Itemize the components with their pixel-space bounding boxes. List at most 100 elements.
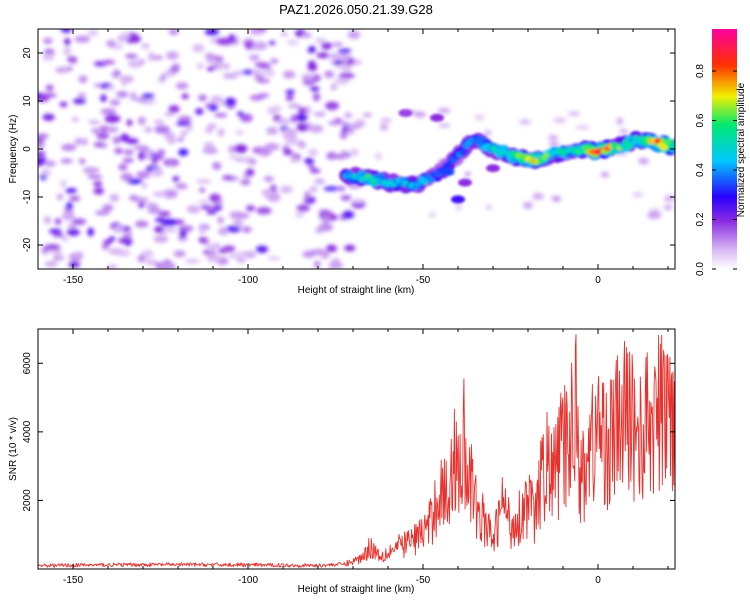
heatmap-noise-blob [54, 218, 62, 225]
x-tick-label: 0 [595, 575, 601, 586]
heatmap-noise-blob [60, 29, 72, 33]
colorbar: 0.0 0.2 0.4 0.6 0.8 Normalized spectral ampl… [695, 29, 747, 276]
heatmap-noise-blob [45, 84, 54, 92]
y-tick-label: 2000 [22, 489, 33, 512]
colorbar-tick-label: 0.4 [695, 163, 706, 177]
heatmap-noise-blob [137, 116, 146, 126]
heatmap-noise-blob [38, 133, 49, 139]
heatmap-noise-blob [108, 236, 116, 242]
heatmap-noise-blob [210, 95, 223, 103]
heatmap-noise-blob [184, 258, 201, 265]
heatmap-noise-blob [551, 195, 561, 202]
heatmap-noise-blob [203, 141, 215, 150]
heatmap-noise-blob [181, 93, 189, 100]
heatmap-noise-blob [154, 217, 166, 223]
colorbar-label: Normalized spectral amplitude [736, 82, 747, 217]
snr-series-line [38, 334, 675, 568]
heatmap-noise-blob [73, 251, 84, 257]
heatmap-noise-blob [67, 224, 77, 229]
heatmap-noise-blob [237, 111, 244, 117]
colorbar-gradient [712, 29, 737, 269]
heatmap-noise-blob [38, 141, 45, 149]
chart-title: PAZ1.2026.050.21.39.G28 [279, 2, 433, 17]
heatmap-noise-blob [229, 154, 239, 160]
heatmap-noise-blob [310, 168, 321, 174]
heatmap-noise-blob [285, 94, 294, 101]
heatmap-noise-blob [212, 243, 221, 249]
heatmap-noise-blob [638, 157, 649, 165]
snr-frame [37, 328, 676, 570]
heatmap-noise-blob [103, 239, 112, 245]
heatmap-noise-blob [172, 176, 180, 182]
heatmap-noise-blob [267, 256, 281, 261]
heatmap-signal-layer [339, 109, 675, 204]
heatmap-noise-blob [108, 126, 119, 133]
heatmap-noise-blob [61, 143, 77, 151]
heatmap-noise-blob [413, 111, 426, 118]
heatmap-noise-blob [313, 260, 321, 268]
heatmap-noise-blob [79, 158, 86, 165]
heatmap-noise-blob [179, 229, 187, 239]
heatmap-noise-blob [141, 249, 154, 259]
heatmap-noise-blob [81, 137, 89, 146]
heatmap-signal-cell [619, 143, 627, 150]
heatmap-signal-cell [503, 149, 511, 156]
heatmap-noise-blob [342, 54, 350, 62]
y-tick-label: -10 [22, 189, 33, 204]
y-tick-label: -20 [22, 237, 33, 252]
heatmap-noise-blob [87, 227, 94, 237]
heatmap-noise-blob [72, 218, 87, 225]
heatmap-noise-blob [331, 257, 341, 264]
heatmap-noise-blob [222, 175, 234, 181]
heatmap-noise-blob [304, 157, 315, 165]
x-tick-label: -150 [63, 575, 83, 586]
heatmap-noise-blob [663, 194, 675, 203]
heatmap-noise-blob [244, 251, 257, 259]
heatmap-noise-blob [66, 202, 73, 210]
heatmap-noise-blob [249, 29, 265, 35]
heatmap-noise-blob [548, 141, 560, 147]
heatmap-noise-blob [296, 123, 309, 132]
heatmap-noise-blob [134, 220, 149, 228]
heatmap-noise-blob [59, 101, 68, 108]
heatmap-noise-blob [44, 160, 56, 167]
heatmap-noise-blob [135, 97, 149, 103]
heatmap-noise-blob [304, 190, 311, 200]
heatmap-noise-blob [224, 97, 237, 106]
heatmap-noise-blob [176, 120, 192, 126]
heatmap-noise-blob [157, 210, 171, 217]
x-tick-label: -50 [416, 275, 431, 286]
heatmap-noise-blob [133, 145, 150, 151]
x-tick-label: 0 [595, 275, 601, 286]
heatmap-noise-blob [222, 245, 236, 253]
heatmap-noise-blob [233, 218, 244, 228]
heatmap-noise-blob [197, 199, 210, 204]
heatmap-noise-blob [83, 166, 98, 175]
heatmap-noise-blob [216, 37, 232, 46]
heatmap-signal-cell [449, 157, 457, 163]
heatmap-noise-blob [208, 105, 218, 111]
snr-y-label: SNR (10 * v/v) [8, 417, 19, 481]
heatmap-noise-blob [192, 43, 205, 53]
heatmap-noise-blob [287, 39, 299, 46]
heatmap-noise-blob [216, 62, 229, 69]
heatmap-noise-blob [141, 43, 150, 50]
heatmap-noise-blob [575, 125, 590, 130]
heatmap-noise-blob [295, 212, 304, 218]
heatmap-noise-blob [240, 179, 251, 186]
heatmap-noise-blob [236, 256, 246, 263]
heatmap-signal-cell [581, 144, 589, 151]
heatmap-noise-layer [38, 29, 675, 269]
heatmap-noise-blob [154, 125, 170, 134]
heatmap-noise-blob [48, 228, 62, 234]
heatmap-noise-blob [141, 182, 148, 189]
heatmap-noise-blob [532, 192, 544, 200]
heatmap-noise-blob [225, 225, 241, 233]
heatmap-noise-blob [112, 136, 121, 145]
heatmap-noise-blob [314, 111, 326, 117]
heatmap-noise-blob [464, 171, 471, 177]
heatmap-noise-blob [159, 262, 174, 268]
heatmap-noise-blob [345, 122, 354, 128]
heatmap-noise-blob [600, 171, 610, 178]
